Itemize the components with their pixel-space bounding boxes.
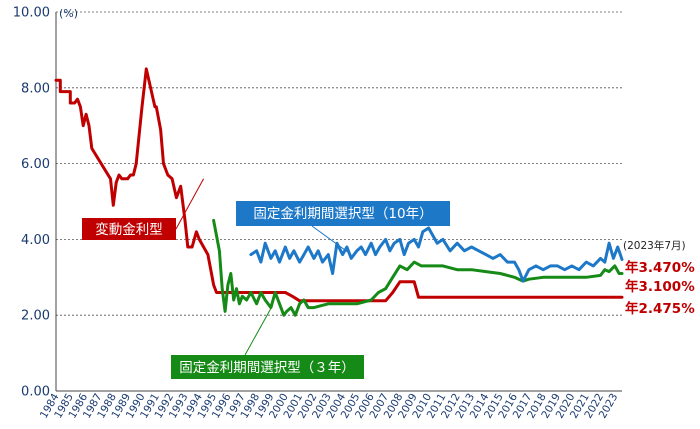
- label-box-fixed-10y-bg: [236, 201, 450, 226]
- y-tick-label: 0.00: [21, 385, 50, 400]
- x-tick-labels: 1984198519861987198819891990199119921993…: [38, 391, 621, 420]
- end-label-fixed-10y: 年3.470%: [625, 259, 695, 276]
- y-tick-label: 2.00: [21, 309, 50, 324]
- y-tick-label: 8.00: [21, 81, 50, 96]
- y-tick-label: 10.00: [13, 6, 50, 21]
- end-label-variable: 年2.475%: [625, 300, 695, 317]
- series-line-fixed-10y: [249, 226, 624, 283]
- pointer-fixed-10y: [311, 225, 352, 255]
- label-box-fixed-3y: 固定金利期間選択型（３年）: [171, 355, 364, 379]
- pointer-variable: [175, 178, 205, 230]
- y-tick-label: 6.00: [21, 157, 50, 172]
- label-box-fixed-10y: 固定金利期間選択型（10年）: [236, 201, 450, 226]
- pointer-fixed-3y: [244, 305, 273, 356]
- label-fixed-3y-text: 固定金利期間選択型（３年）: [179, 360, 355, 376]
- label-box-fixed-3y-bg: [171, 355, 364, 379]
- y-tick-labels: 0.00 2.00 4.00 6.00 8.00 10.00: [13, 6, 50, 400]
- label-fixed-10y-text: 固定金利期間選択型（10年）: [253, 206, 432, 222]
- label-box-variable-bg: [82, 218, 176, 240]
- label-pointers: [175, 178, 352, 356]
- label-variable-text: 変動金利型: [95, 221, 163, 238]
- series-line-fixed-3y: [212, 218, 624, 317]
- unit-label: (%): [59, 7, 78, 20]
- series-layer: [54, 67, 624, 317]
- end-label-fixed-3y: 年3.100%: [625, 278, 695, 295]
- date-note: (2023年7月): [623, 239, 686, 252]
- label-box-variable: 変動金利型: [82, 218, 176, 240]
- grid-layer: [56, 11, 622, 316]
- y-tick-label: 4.00: [21, 233, 50, 248]
